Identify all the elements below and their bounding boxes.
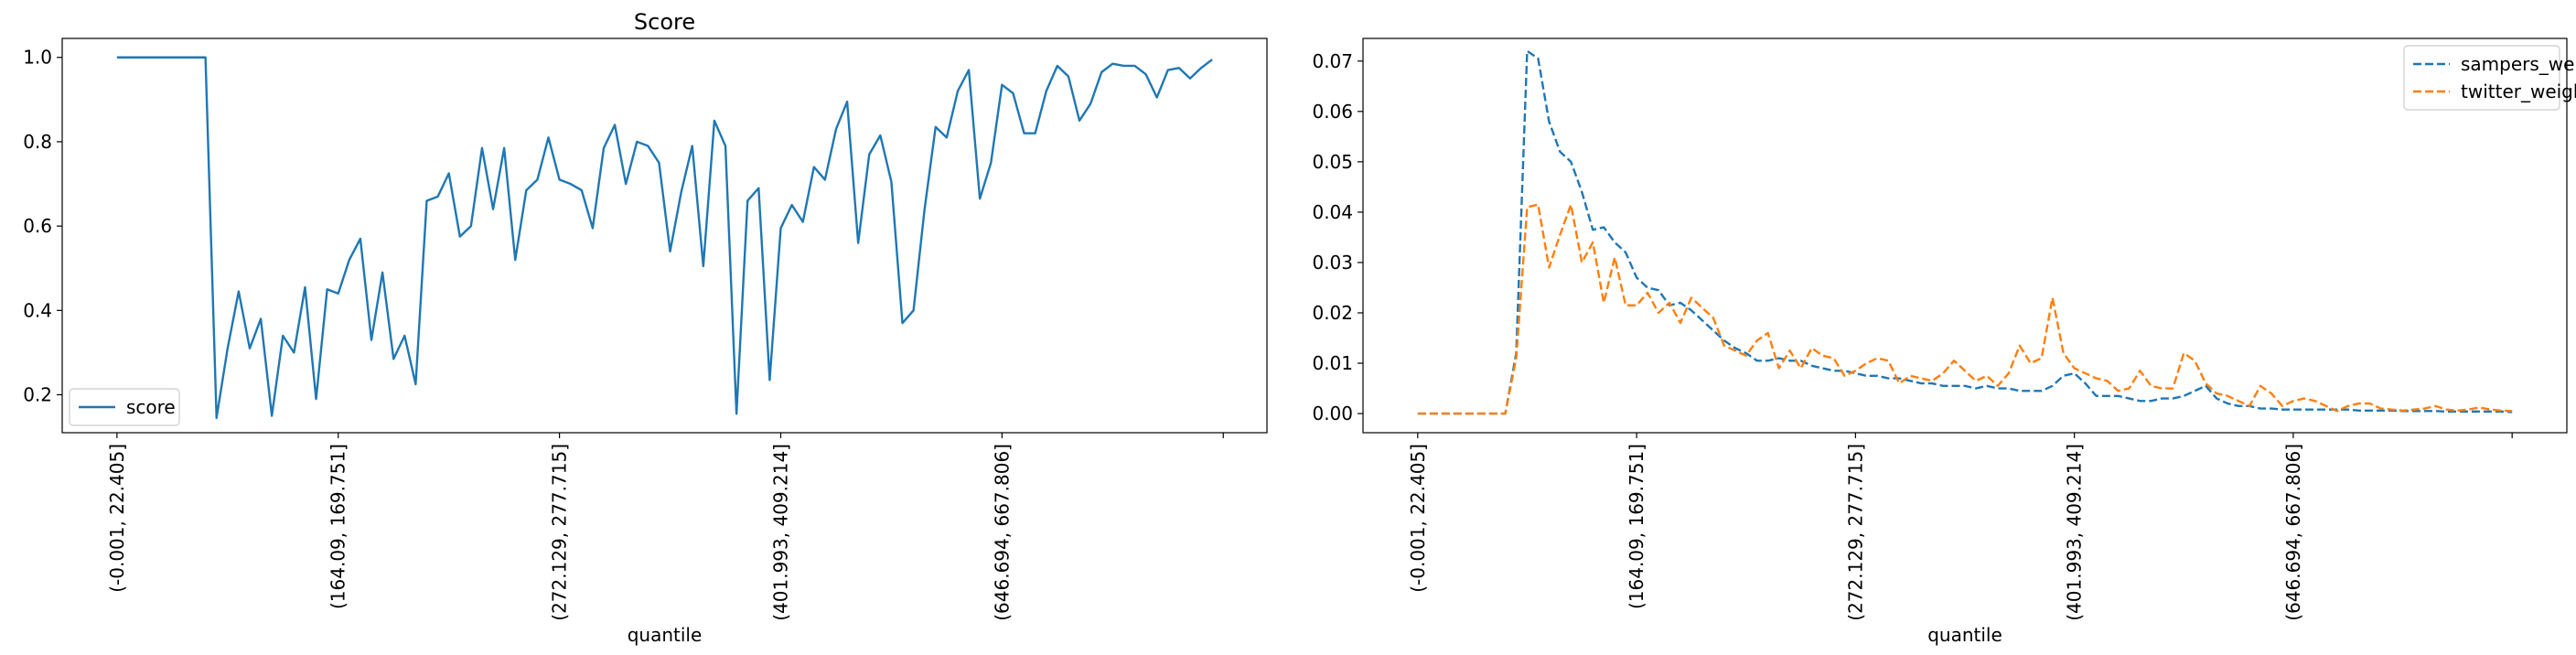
legend: sampers_weight twitter_weight xyxy=(2403,45,2576,111)
legend-label: twitter_weight xyxy=(2461,81,2576,102)
y-tick-label: 0.06 xyxy=(1312,101,1353,123)
x-tick-label: (272.129, 277.715] xyxy=(549,444,571,621)
legend-box xyxy=(2403,45,2560,111)
series-line-twitter_weight xyxy=(1417,203,2513,415)
axes-frame xyxy=(61,38,1268,434)
chart-title: Score xyxy=(634,9,695,35)
chart-1: 0.2 0.4 0.6 0.8 1.0 (-0.001, 22.405] (164.09, … xyxy=(23,9,1268,646)
legend-box xyxy=(69,388,180,426)
y-tick-label: 0.01 xyxy=(1312,352,1353,374)
x-axis-label: quantile xyxy=(628,624,703,646)
x-tick-label: (646.694, 667.806] xyxy=(2282,444,2304,621)
axes-frame xyxy=(1362,38,2568,434)
x-tick-label: (646.694, 667.806] xyxy=(991,444,1013,621)
x-tick-label: (-0.001, 22.405] xyxy=(1407,444,1429,593)
x-tick-label: (401.993, 409.214] xyxy=(2064,444,2086,621)
series-line-score xyxy=(116,56,1213,420)
x-tick-label: (401.993, 409.214] xyxy=(769,444,791,621)
y-tick-label: 0.2 xyxy=(23,384,52,406)
legend-label: score xyxy=(126,396,176,418)
chart-2: 0.00 0.01 0.02 0.03 0.04 0.05 0.06 0.07 (-0.001,… xyxy=(1312,38,2576,646)
series-line-sampers_weight xyxy=(1417,49,2513,415)
y-tick-label: 0.6 xyxy=(23,215,52,237)
y-tick-label: 0.00 xyxy=(1312,403,1353,424)
legend-label: sampers_weight xyxy=(2461,53,2576,75)
y-tick-label: 0.8 xyxy=(23,131,52,153)
y-tick-label: 0.4 xyxy=(23,299,52,321)
x-tick-label: (164.09, 169.751] xyxy=(1626,444,1648,609)
y-tick-label: 0.07 xyxy=(1312,50,1353,72)
x-tick-label: (272.129, 277.715] xyxy=(1844,444,1866,621)
x-axis-label: quantile xyxy=(1927,624,2002,646)
y-tick-label: 0.05 xyxy=(1312,151,1353,173)
y-tick-label: 0.04 xyxy=(1312,201,1353,223)
y-tick-label: 1.0 xyxy=(23,47,52,69)
y-tick-label: 0.02 xyxy=(1312,302,1353,324)
y-tick-label: 0.03 xyxy=(1312,252,1353,274)
x-tick-label: (-0.001, 22.405] xyxy=(106,444,128,593)
x-tick-label: (164.09, 169.751] xyxy=(327,444,349,609)
legend: score xyxy=(69,388,180,426)
